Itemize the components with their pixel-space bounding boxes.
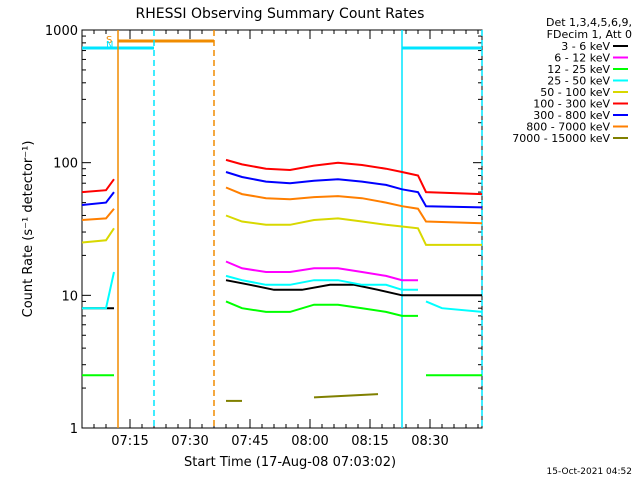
legend-label: 6 - 12 keV	[554, 52, 610, 65]
series-line	[225, 279, 482, 297]
y-tick-label: 100	[53, 157, 78, 172]
legend-label: 7000 - 15000 keV	[512, 132, 610, 145]
legend-label: 3 - 6 keV	[561, 40, 610, 53]
series-line	[225, 171, 483, 209]
legend-header-line-1: Det 1,3,4,5,6,9,	[546, 16, 632, 29]
legend-label: 800 - 7000 keV	[526, 121, 610, 134]
series-line	[81, 191, 115, 206]
series-line	[81, 227, 115, 244]
legend-label: 12 - 25 keV	[547, 63, 610, 76]
series-line	[225, 274, 418, 291]
attenuator-lines	[117, 30, 483, 428]
legend-label: 100 - 300 keV	[533, 98, 610, 111]
y-axis-label: Count Rate (s⁻¹ detector⁻¹)	[21, 141, 36, 318]
x-tick-label: 08:00	[291, 434, 328, 449]
x-tick-label: 07:30	[171, 434, 208, 449]
timestamp: 15-Oct-2021 04:52	[547, 467, 632, 477]
plot-series	[81, 158, 483, 402]
legend-label: 25 - 50 keV	[547, 75, 610, 88]
x-tick-label: 07:45	[231, 434, 268, 449]
legend-header-line-2: FDecim 1, Att 0	[547, 28, 632, 41]
x-axis-label: Start Time (17-Aug-08 07:03:02)	[184, 455, 396, 470]
legend-label: 50 - 100 keV	[540, 86, 610, 99]
series-line	[225, 158, 483, 196]
series-line	[313, 393, 379, 399]
y-tick-label: 1000	[45, 24, 78, 39]
chart-title: RHESSI Observing Summary Count Rates	[136, 6, 425, 22]
flag-label: S	[106, 35, 112, 46]
legend: Det 1,3,4,5,6,9, FDecim 1, Att 0 3 - 6 k…	[512, 16, 632, 145]
legend-label: 300 - 800 keV	[533, 109, 610, 122]
series-line	[225, 260, 418, 282]
y-tick-label: 1	[70, 422, 78, 437]
x-tick-label: 08:15	[351, 434, 388, 449]
series-line	[225, 300, 418, 317]
series-line	[225, 186, 483, 225]
series-line	[81, 208, 115, 221]
x-tick-label: 08:30	[411, 434, 448, 449]
plot-frame	[81, 29, 483, 429]
series-line	[82, 271, 115, 310]
y-tick-label: 10	[61, 289, 78, 304]
x-axis: 07:15 07:30 07:45 08:00 08:15 08:30	[81, 30, 479, 449]
series-line	[225, 214, 482, 246]
x-tick-label: 07:15	[111, 434, 148, 449]
series-line	[81, 178, 115, 194]
flag-label: N	[106, 40, 113, 51]
series-line	[425, 300, 483, 313]
